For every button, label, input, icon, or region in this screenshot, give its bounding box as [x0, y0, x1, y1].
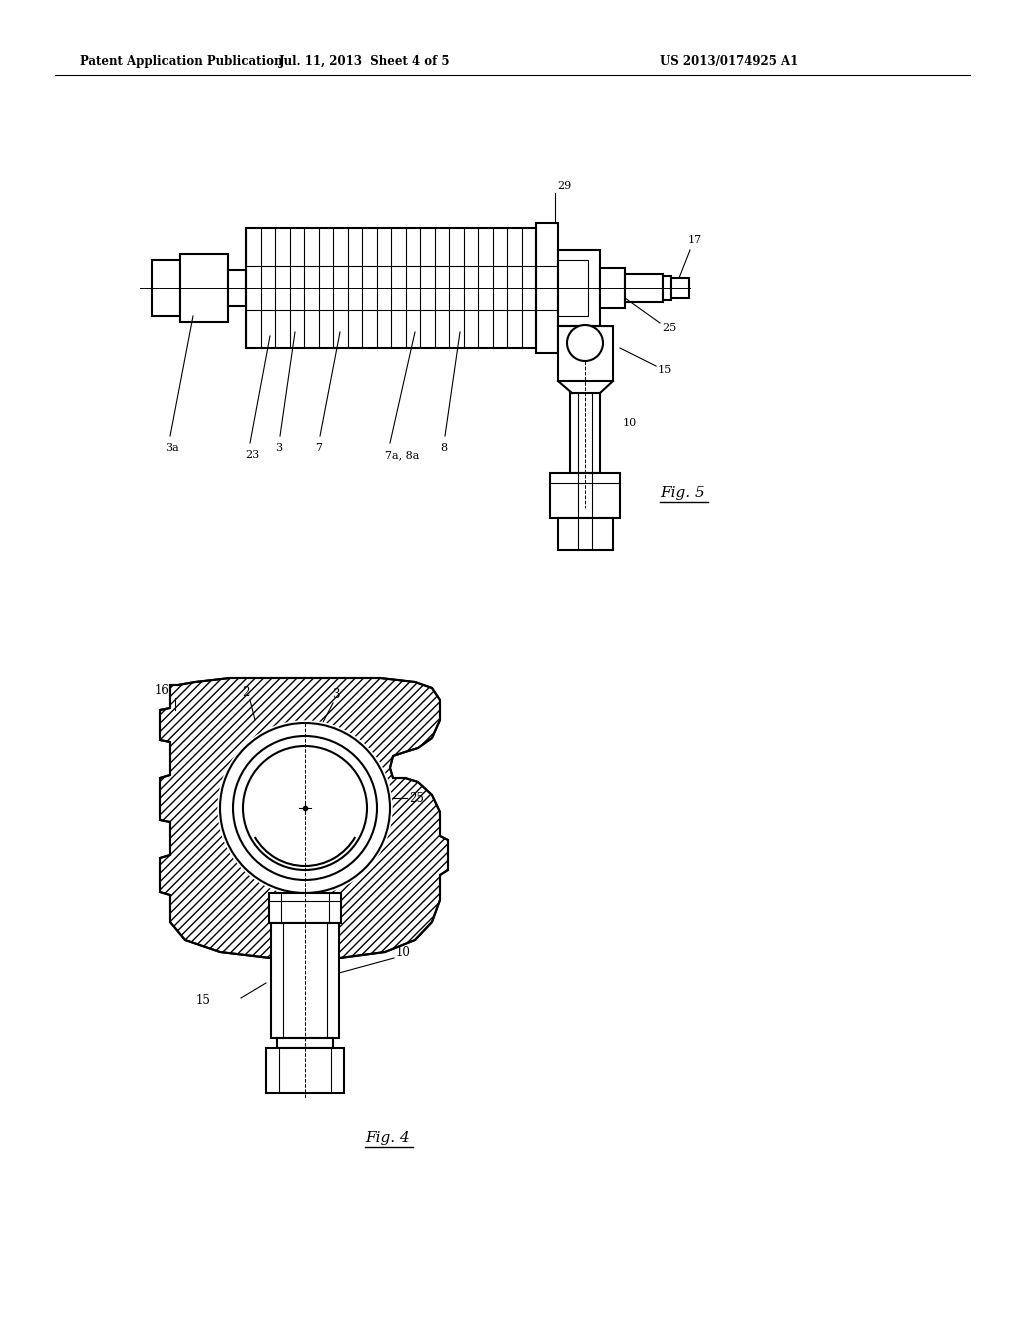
Text: 23: 23 — [245, 450, 259, 459]
Bar — [278, 1038, 333, 1048]
Text: 8: 8 — [440, 444, 447, 453]
Bar — [558, 517, 613, 550]
Text: 2: 2 — [242, 686, 250, 700]
Bar — [663, 276, 671, 300]
Text: Patent Application Publication: Patent Application Publication — [80, 55, 283, 69]
Bar — [152, 260, 180, 315]
Text: 16: 16 — [155, 684, 170, 697]
Bar — [671, 279, 689, 298]
Text: Fig. 5: Fig. 5 — [660, 486, 705, 500]
Bar — [600, 268, 625, 308]
Bar — [558, 260, 588, 315]
Bar — [558, 249, 600, 326]
Text: 17: 17 — [688, 235, 702, 246]
Text: 3: 3 — [275, 444, 283, 453]
Text: 25: 25 — [662, 323, 676, 333]
Bar — [246, 228, 536, 348]
Text: 29: 29 — [557, 181, 571, 191]
Bar — [570, 393, 600, 473]
Polygon shape — [160, 678, 449, 958]
Text: 10: 10 — [623, 418, 637, 428]
Circle shape — [567, 325, 603, 360]
Circle shape — [218, 721, 392, 895]
Bar — [536, 223, 558, 352]
Bar — [558, 326, 613, 381]
Bar — [625, 275, 663, 302]
Text: Jul. 11, 2013  Sheet 4 of 5: Jul. 11, 2013 Sheet 4 of 5 — [280, 55, 451, 69]
Bar — [180, 253, 228, 322]
Circle shape — [243, 746, 367, 870]
Bar — [550, 473, 620, 517]
Bar — [228, 271, 246, 306]
Circle shape — [233, 737, 377, 880]
Bar — [269, 894, 341, 923]
Text: Fig. 4: Fig. 4 — [365, 1131, 410, 1144]
Text: 15: 15 — [196, 994, 211, 1007]
Text: US 2013/0174925 A1: US 2013/0174925 A1 — [660, 55, 799, 69]
Bar — [266, 1048, 344, 1093]
Text: 3a: 3a — [165, 444, 179, 453]
Bar — [271, 923, 339, 1038]
Text: 7: 7 — [315, 444, 322, 453]
Text: 15: 15 — [658, 366, 672, 375]
Text: 25: 25 — [409, 792, 424, 804]
Text: 7a, 8a: 7a, 8a — [385, 450, 420, 459]
Text: 10: 10 — [396, 946, 411, 960]
Text: 3: 3 — [332, 689, 340, 701]
